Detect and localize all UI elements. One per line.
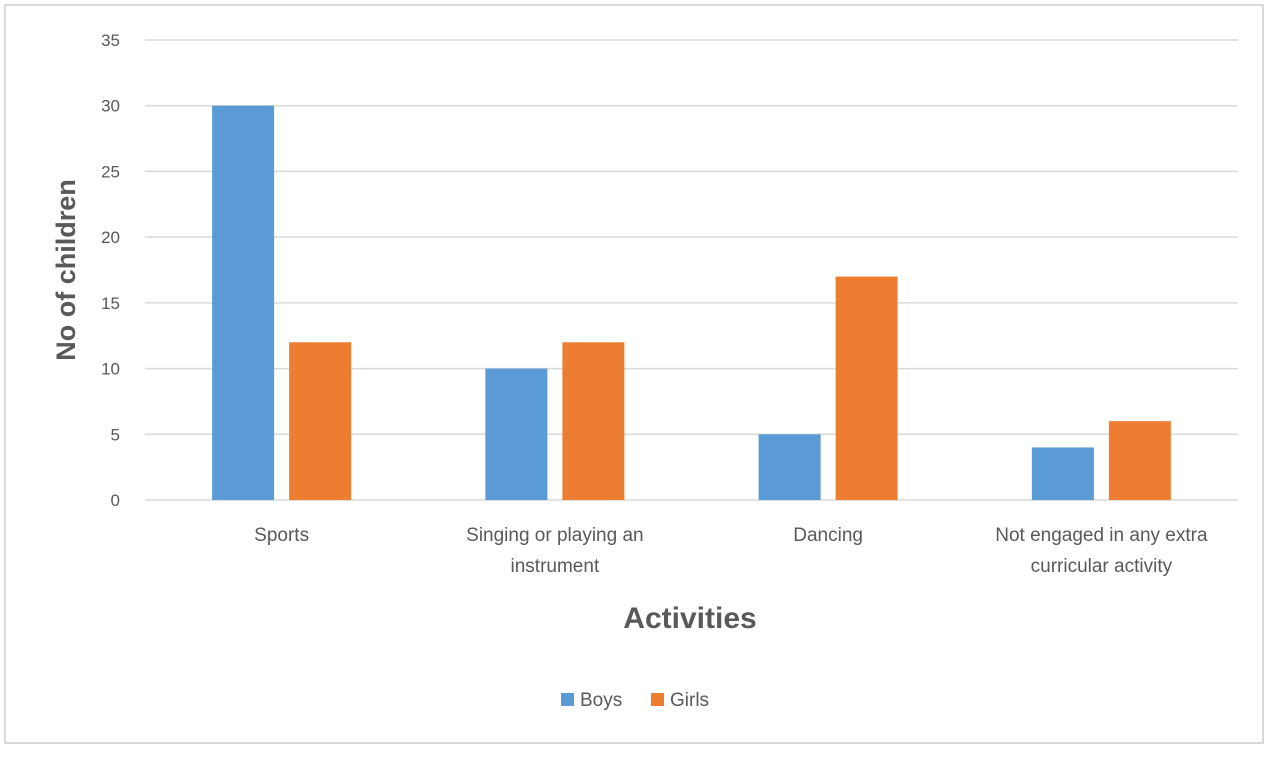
legend-label-boys: Boys [580, 690, 622, 711]
legend: Boys Girls [561, 690, 709, 711]
bar-boys-3 [1031, 447, 1094, 500]
x-category-label: Singing or playing an instrument [466, 525, 643, 577]
legend-swatch-boys [561, 693, 574, 706]
y-axis-ticks: 0 5 10 15 20 25 30 35 [101, 31, 120, 510]
bar-girls-1 [562, 342, 625, 500]
bar-boys-1 [485, 368, 548, 500]
bar-boys-0 [212, 105, 275, 500]
bar-girls-0 [289, 342, 352, 500]
y-tick-label: 20 [101, 228, 120, 247]
bars [212, 105, 1171, 500]
y-tick-label: 0 [111, 491, 120, 510]
x-category-label: Not engaged in any extra curricular activ… [995, 525, 1208, 577]
x-axis-categories: Sports Singing or playing an instrument Dan… [254, 525, 1208, 577]
bar-girls-3 [1108, 421, 1171, 500]
legend-swatch-girls [651, 693, 664, 706]
x-category-label: Sports [254, 525, 309, 546]
y-tick-label: 5 [111, 425, 120, 444]
x-category-label: Dancing [793, 525, 863, 546]
bar-boys-2 [758, 434, 821, 500]
y-tick-label: 35 [101, 31, 120, 50]
y-tick-label: 15 [101, 294, 120, 313]
y-tick-label: 30 [101, 97, 120, 116]
y-tick-label: 10 [101, 360, 120, 379]
legend-label-girls: Girls [670, 690, 709, 711]
bar-girls-2 [835, 276, 898, 500]
x-axis-title: Activities [623, 602, 756, 635]
y-axis-title: No of children [51, 179, 81, 361]
y-tick-label: 25 [101, 162, 120, 181]
